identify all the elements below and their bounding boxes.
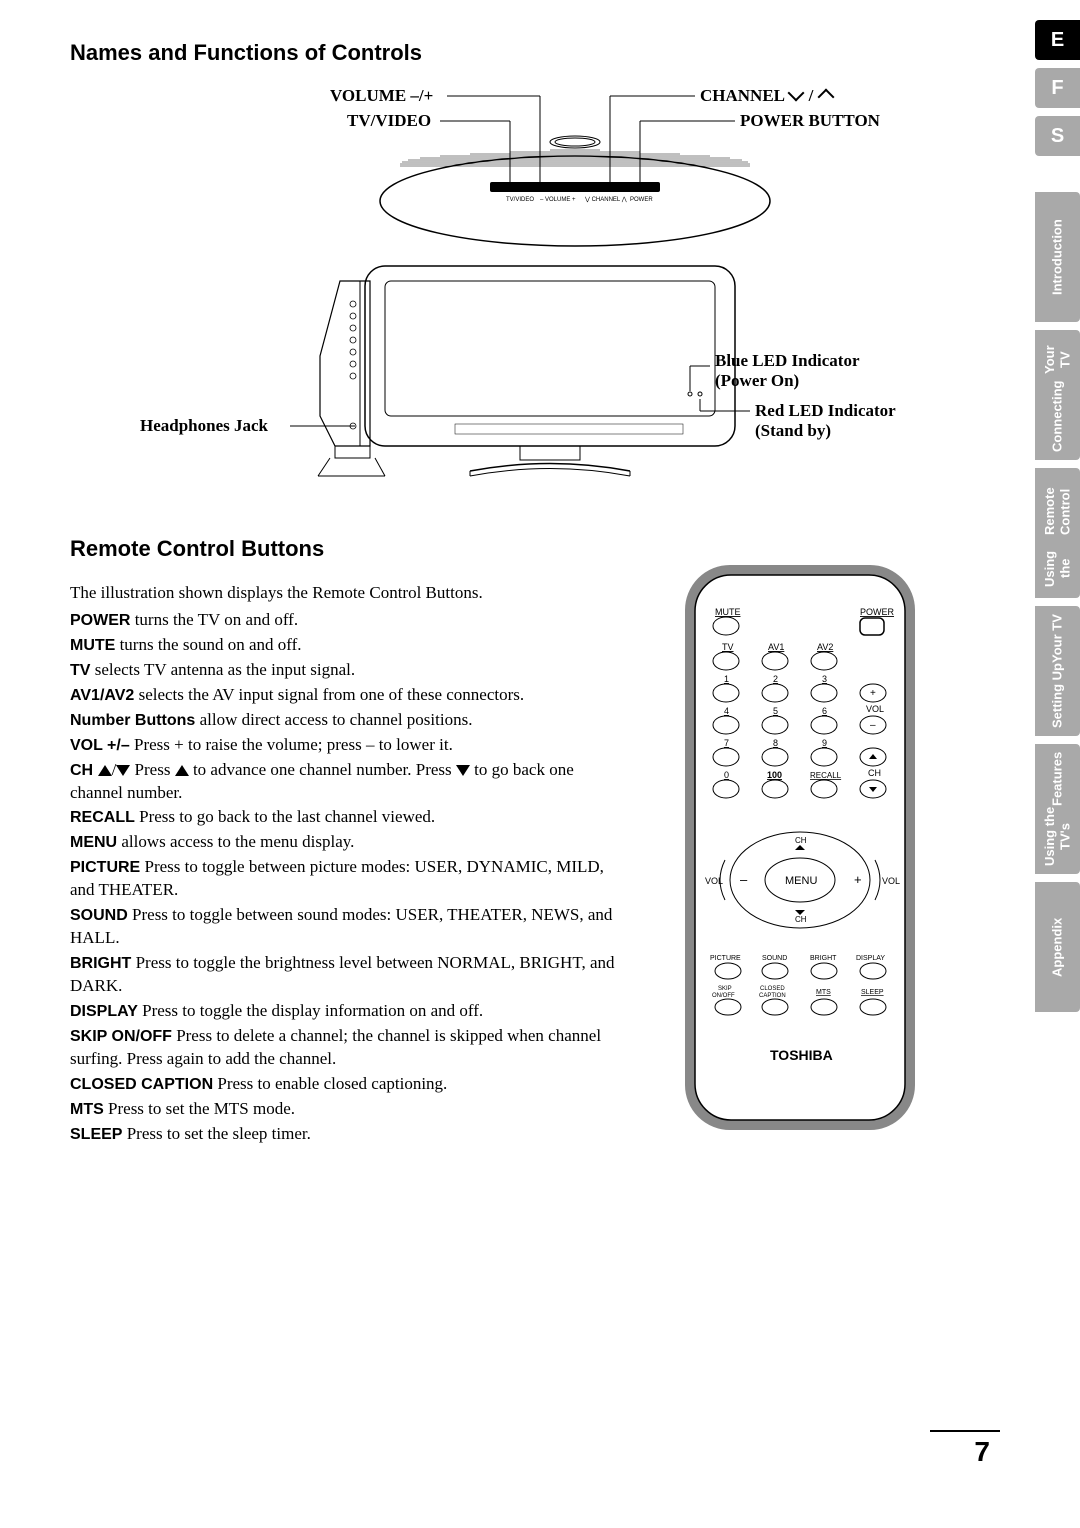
svg-text:MENU: MENU bbox=[785, 875, 817, 887]
tv-diagram: VOLUME –/+ TV/VIDEO CHANNEL / POWER BUTT… bbox=[210, 86, 1010, 506]
desc-snd-b: SOUND bbox=[70, 907, 128, 924]
svg-text:100: 100 bbox=[767, 770, 782, 780]
svg-text:–: – bbox=[870, 720, 876, 731]
desc-ch-t1: Press bbox=[130, 760, 174, 779]
svg-text:6: 6 bbox=[822, 706, 827, 716]
triangle-down-icon bbox=[456, 765, 470, 776]
svg-text:⋁ CHANNEL ⋀: ⋁ CHANNEL ⋀ bbox=[584, 196, 627, 203]
svg-text:0: 0 bbox=[724, 770, 729, 780]
desc-dsp-t: Press to toggle the display information … bbox=[138, 1001, 483, 1020]
tab-lang-f[interactable]: F bbox=[1035, 68, 1080, 108]
svg-text:ON/OFF: ON/OFF bbox=[712, 993, 735, 999]
svg-text:BRIGHT: BRIGHT bbox=[810, 955, 837, 962]
svg-text:– VOLUME +: – VOLUME + bbox=[540, 197, 576, 203]
desc-power-b: POWER bbox=[70, 612, 130, 629]
svg-text:MTS: MTS bbox=[816, 989, 831, 996]
svg-text:CH: CH bbox=[868, 768, 881, 778]
desc-skip-b: SKIP ON/OFF bbox=[70, 1028, 172, 1045]
desc-vol-t: Press + to raise the volume; press – to … bbox=[130, 735, 453, 754]
desc-recall-b: RECALL bbox=[70, 809, 135, 826]
svg-text:TV/VIDEO: TV/VIDEO bbox=[506, 197, 534, 203]
tab-appendix[interactable]: Appendix bbox=[1035, 882, 1080, 1012]
section2-title: Remote Control Buttons bbox=[70, 536, 960, 562]
desc-num-t: allow direct access to channel positions… bbox=[195, 710, 472, 729]
desc-mts-b: MTS bbox=[70, 1101, 104, 1118]
svg-text:AV1: AV1 bbox=[768, 642, 784, 652]
desc-slp-t: Press to set the sleep timer. bbox=[122, 1124, 310, 1143]
tab-remote[interactable]: Using theRemote Control bbox=[1035, 468, 1080, 598]
tab-lang-e[interactable]: E bbox=[1035, 20, 1080, 60]
desc-mute-b: MUTE bbox=[70, 637, 115, 654]
svg-text:4: 4 bbox=[724, 706, 729, 716]
svg-text:SLEEP: SLEEP bbox=[861, 989, 884, 996]
svg-text:PICTURE: PICTURE bbox=[710, 955, 741, 962]
desc-bri-t: Press to toggle the brightness level bet… bbox=[70, 953, 615, 995]
tab-connecting[interactable]: ConnectingYour TV bbox=[1035, 330, 1080, 460]
desc-tv-t: selects TV antenna as the input signal. bbox=[90, 660, 355, 679]
desc-vol-b: VOL +/– bbox=[70, 737, 130, 754]
svg-text:9: 9 bbox=[822, 738, 827, 748]
remote-intro: The illustration shown displays the Remo… bbox=[70, 582, 630, 605]
tab-lang-s[interactable]: S bbox=[1035, 116, 1080, 156]
svg-text:VOL: VOL bbox=[882, 876, 900, 886]
side-tabs: E F S Introduction ConnectingYour TV Usi… bbox=[1035, 20, 1080, 1012]
desc-pic-b: PICTURE bbox=[70, 859, 140, 876]
svg-text:TV: TV bbox=[722, 642, 734, 652]
section1-title: Names and Functions of Controls bbox=[70, 40, 960, 66]
triangle-down-icon bbox=[116, 765, 130, 776]
svg-text:TOSHIBA: TOSHIBA bbox=[770, 1047, 833, 1063]
svg-text:VOL: VOL bbox=[866, 704, 884, 714]
tab-features[interactable]: Using the TV'sFeatures bbox=[1035, 744, 1080, 874]
svg-text:5: 5 bbox=[773, 706, 778, 716]
desc-dsp-b: DISPLAY bbox=[70, 1003, 138, 1020]
desc-recall-t: Press to go back to the last channel vie… bbox=[135, 807, 435, 826]
page-number: 7 bbox=[974, 1436, 990, 1468]
svg-text:SOUND: SOUND bbox=[762, 955, 787, 962]
desc-cc-t: Press to enable closed captioning. bbox=[213, 1074, 447, 1093]
remote-control-illustration: MUTE POWER TV AV1 AV2 1 2 3 4 5 6 7 8 9 … bbox=[670, 560, 930, 1140]
svg-text:1: 1 bbox=[724, 674, 729, 684]
svg-text:2: 2 bbox=[773, 674, 778, 684]
svg-text:CH: CH bbox=[795, 836, 807, 845]
svg-text:7: 7 bbox=[724, 738, 729, 748]
desc-menu-t: allows access to the menu display. bbox=[117, 832, 354, 851]
svg-text:AV2: AV2 bbox=[817, 642, 833, 652]
triangle-up-icon bbox=[175, 765, 189, 776]
svg-text:–: – bbox=[740, 872, 748, 887]
svg-text:MUTE: MUTE bbox=[715, 607, 741, 617]
desc-mts-t: Press to set the MTS mode. bbox=[104, 1099, 295, 1118]
svg-text:SKIP: SKIP bbox=[718, 986, 732, 992]
svg-text:3: 3 bbox=[822, 674, 827, 684]
remote-descriptions: The illustration shown displays the Remo… bbox=[70, 582, 630, 1146]
desc-av-t: selects the AV input signal from one of … bbox=[134, 685, 524, 704]
svg-text:POWER: POWER bbox=[860, 607, 895, 617]
triangle-up-icon bbox=[98, 765, 112, 776]
svg-text:CLOSED: CLOSED bbox=[760, 986, 785, 992]
desc-cc-b: CLOSED CAPTION bbox=[70, 1076, 213, 1093]
tv-svg: TV/VIDEO – VOLUME + ⋁ CHANNEL ⋀ POWER bbox=[210, 86, 1010, 506]
desc-av-b: AV1/AV2 bbox=[70, 687, 134, 704]
desc-tv-b: TV bbox=[70, 662, 90, 679]
svg-text:POWER: POWER bbox=[630, 197, 653, 203]
desc-num-b: Number Buttons bbox=[70, 712, 195, 729]
desc-menu-b: MENU bbox=[70, 834, 117, 851]
desc-snd-t: Press to toggle between sound modes: USE… bbox=[70, 905, 612, 947]
svg-text:+: + bbox=[870, 688, 876, 699]
desc-ch-t2: to advance one channel number. Press bbox=[189, 760, 456, 779]
svg-text:CH: CH bbox=[795, 915, 807, 924]
desc-power-t: turns the TV on and off. bbox=[130, 610, 298, 629]
tab-setting[interactable]: Setting UpYour TV bbox=[1035, 606, 1080, 736]
svg-text:DISPLAY: DISPLAY bbox=[856, 955, 885, 962]
desc-bri-b: BRIGHT bbox=[70, 955, 131, 972]
desc-ch-b: CH bbox=[70, 762, 98, 779]
svg-text:8: 8 bbox=[773, 738, 778, 748]
desc-slp-b: SLEEP bbox=[70, 1126, 122, 1143]
svg-text:RECALL: RECALL bbox=[810, 771, 842, 780]
tab-introduction[interactable]: Introduction bbox=[1035, 192, 1080, 322]
svg-text:+: + bbox=[854, 872, 862, 887]
desc-mute-t: turns the sound on and off. bbox=[115, 635, 301, 654]
svg-text:CAPTION: CAPTION bbox=[759, 993, 786, 999]
svg-text:VOL: VOL bbox=[705, 876, 723, 886]
desc-pic-t: Press to toggle between picture modes: U… bbox=[70, 857, 604, 899]
